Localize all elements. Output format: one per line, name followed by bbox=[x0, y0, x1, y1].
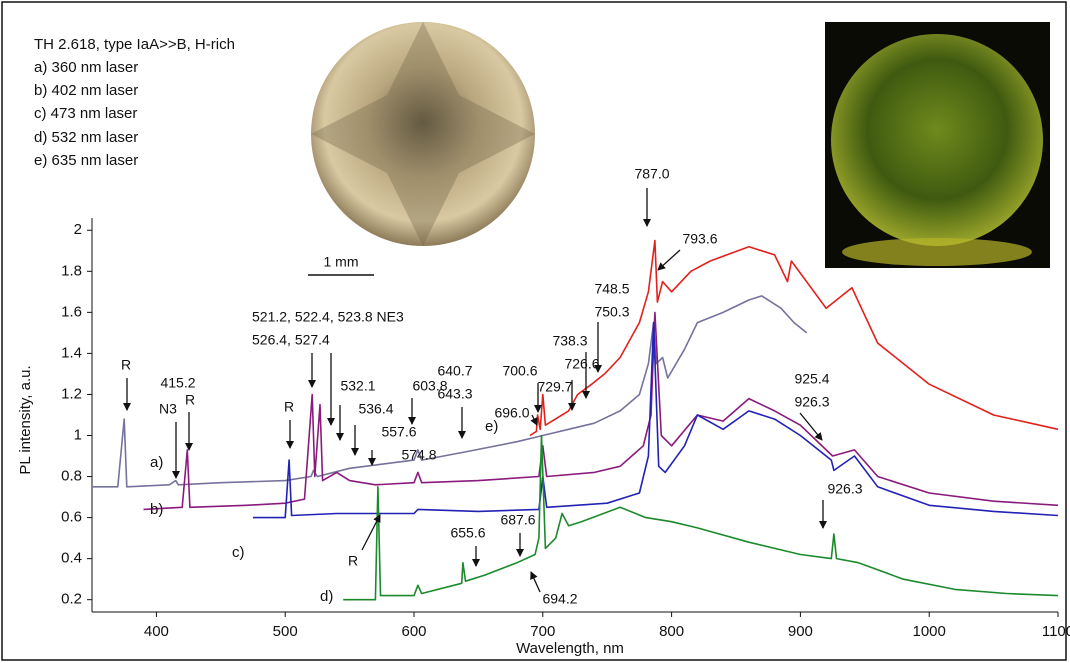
x-tick-label: 500 bbox=[273, 623, 298, 640]
peak-label: R bbox=[121, 357, 131, 373]
luminescence-diamond bbox=[831, 34, 1043, 246]
peak-label: 640.7 bbox=[437, 363, 472, 379]
spectrum-line bbox=[92, 295, 808, 488]
curve-label: c) bbox=[232, 544, 245, 561]
curve-label: e) bbox=[485, 418, 498, 435]
spectrum-line bbox=[143, 311, 1059, 511]
spectrum-line bbox=[529, 239, 1059, 437]
curve-label: a) bbox=[150, 454, 163, 471]
peak-label: R bbox=[348, 553, 358, 569]
peak-label: 655.6 bbox=[450, 525, 485, 541]
legend-entry: d) 532 nm laser bbox=[34, 129, 138, 146]
x-tick-label: 400 bbox=[144, 623, 169, 640]
facet bbox=[311, 22, 535, 246]
peak-label: 526.4, 527.4 bbox=[252, 332, 330, 348]
x-tick-label: 1100 bbox=[1042, 623, 1070, 640]
x-tick-label: 1000 bbox=[913, 623, 946, 640]
spectrum-line bbox=[343, 434, 1059, 601]
curve-label: d) bbox=[320, 588, 333, 605]
spectrum-line bbox=[253, 321, 1059, 519]
y-tick-label: 0.2 bbox=[61, 591, 82, 608]
legend-entry: e) 635 nm laser bbox=[34, 152, 138, 169]
peak-label: 532.1 bbox=[340, 378, 375, 394]
peak-label: 926.3 bbox=[794, 394, 829, 410]
y-tick-label: 0.6 bbox=[61, 509, 82, 526]
peak-label: 926.3 bbox=[827, 481, 862, 497]
peak-label: 603.8 bbox=[412, 378, 447, 394]
peak-label: R bbox=[284, 399, 294, 415]
peak-label: 748.5 bbox=[594, 281, 629, 297]
peak-label: 687.6 bbox=[500, 512, 535, 528]
peak-label: 643.3 bbox=[437, 386, 472, 402]
peak-arrow bbox=[799, 412, 823, 441]
peak-arrow bbox=[657, 249, 681, 271]
peak-label: 925.4 bbox=[794, 371, 829, 387]
peak-label: 574.8 bbox=[401, 447, 436, 463]
y-tick-label: 2 bbox=[74, 221, 82, 238]
peak-label: 738.3 bbox=[552, 333, 587, 349]
peak-label: 696.0 bbox=[494, 405, 529, 421]
y-tick-label: 1 bbox=[74, 426, 82, 443]
peak-arrow bbox=[361, 514, 381, 551]
y-axis-label: PL intensity, a.u. bbox=[17, 365, 34, 474]
peak-label: R bbox=[185, 392, 195, 408]
peak-label: 729.7 bbox=[537, 379, 572, 395]
peak-label: 557.6 bbox=[381, 424, 416, 440]
scale-bar-label: 1 mm bbox=[324, 254, 359, 270]
x-tick-label: 800 bbox=[659, 623, 684, 640]
reflection bbox=[842, 238, 1032, 266]
peak-label: 793.6 bbox=[682, 231, 717, 247]
legend-entry: c) 473 nm laser bbox=[34, 105, 137, 122]
legend-entry: a) 360 nm laser bbox=[34, 59, 138, 76]
x-tick-label: 600 bbox=[401, 623, 426, 640]
diamond-photo bbox=[311, 22, 535, 246]
peak-label: 750.3 bbox=[594, 304, 629, 320]
y-tick-label: 1.8 bbox=[61, 262, 82, 279]
peak-arrow bbox=[530, 571, 541, 593]
x-axis-label: Wavelength, nm bbox=[516, 640, 624, 657]
x-tick-label: 700 bbox=[530, 623, 555, 640]
peak-arrow bbox=[530, 414, 538, 426]
y-tick-label: 1.4 bbox=[61, 344, 82, 361]
y-tick-label: 1.6 bbox=[61, 303, 82, 320]
curve-label: b) bbox=[150, 501, 163, 518]
y-tick-label: 0.4 bbox=[61, 550, 82, 567]
y-tick-label: 1.2 bbox=[61, 385, 82, 402]
peak-label: 700.6 bbox=[502, 363, 537, 379]
chart-title: TH 2.618, type IaA>>B, H-rich bbox=[34, 36, 235, 53]
peak-label: 694.2 bbox=[542, 591, 577, 607]
peak-label: 536.4 bbox=[358, 401, 393, 417]
peak-label: 415.2 bbox=[160, 375, 195, 391]
peak-label: N3 bbox=[159, 401, 177, 417]
x-tick-label: 900 bbox=[788, 623, 813, 640]
legend-entry: b) 402 nm laser bbox=[34, 82, 138, 99]
y-tick-label: 0.8 bbox=[61, 468, 82, 485]
peak-label: 521.2, 522.4, 523.8 NE3 bbox=[252, 309, 404, 325]
peak-label: 726.6 bbox=[564, 356, 599, 372]
peak-label: 787.0 bbox=[634, 166, 669, 182]
